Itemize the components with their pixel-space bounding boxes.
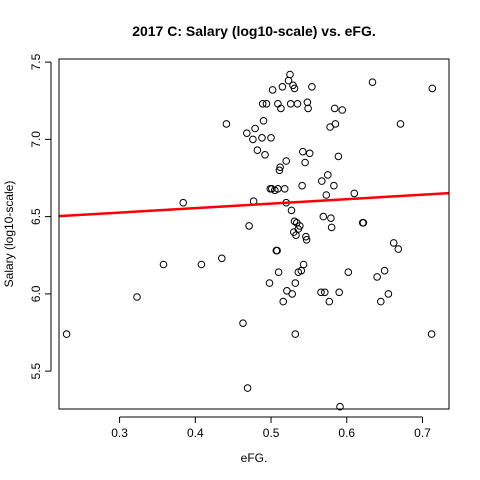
data-point [276, 163, 284, 171]
data-point [288, 290, 297, 298]
chart-title: 2017 C: Salary (log10-scale) vs. eFG. [132, 23, 376, 39]
data-point [304, 104, 312, 113]
data-point [245, 222, 253, 230]
y-tick-label: 7.5 [29, 53, 43, 70]
data-point [344, 268, 353, 277]
data-point [302, 236, 311, 244]
x-tick-label: 0.3 [111, 426, 128, 440]
data-point [384, 290, 393, 298]
data-point [249, 135, 257, 144]
data-point [317, 288, 325, 297]
y-tick-label: 7.0 [29, 131, 43, 148]
data-point [197, 260, 206, 269]
data-point [396, 120, 405, 128]
data-point [296, 222, 304, 230]
x-tick-label: 0.7 [414, 426, 431, 440]
data-point [239, 319, 247, 328]
data-point [133, 293, 141, 301]
axes: 0.3 0.4 0.5 0.6 0.7 5.5 6.0 6.5 7.0 7.5 [29, 53, 450, 440]
regression-line [58, 191, 450, 218]
data-point [389, 239, 398, 247]
data-point [159, 260, 168, 269]
data-point [274, 268, 283, 277]
data-point [62, 330, 71, 338]
y-tick-label: 5.5 [29, 362, 43, 379]
data-point [243, 129, 251, 137]
data-point [336, 402, 344, 411]
data-point [262, 100, 271, 108]
data-point [308, 83, 316, 91]
data-point [327, 223, 336, 232]
data-point [291, 330, 300, 338]
data-point [324, 171, 332, 179]
data-point [218, 254, 226, 263]
data-point [293, 100, 302, 108]
data-point [335, 288, 344, 297]
plot-area [58, 70, 450, 411]
data-point [286, 100, 295, 108]
data-point [259, 117, 268, 125]
data-point [305, 149, 314, 158]
data-point [267, 134, 275, 142]
data-point [303, 98, 312, 107]
data-point [373, 273, 381, 281]
data-point [318, 177, 326, 185]
data-point [290, 84, 299, 93]
data-point [334, 152, 343, 161]
data-point [243, 384, 252, 392]
data-point [266, 185, 275, 193]
data-point [377, 297, 385, 306]
data-point [298, 181, 306, 190]
data-point [319, 212, 328, 221]
data-point [261, 151, 269, 159]
x-tick-label: 0.4 [187, 426, 204, 440]
data-point [278, 83, 287, 91]
data-point [299, 147, 307, 156]
data-point [265, 279, 274, 287]
data-point [331, 120, 340, 128]
data-point [338, 106, 347, 114]
data-point [368, 78, 377, 86]
data-point [279, 297, 288, 306]
data-point [275, 166, 284, 175]
data-point [222, 120, 231, 128]
data-point [330, 181, 338, 190]
x-tick-label: 0.5 [263, 426, 280, 440]
x-axis-label: eFG. [241, 451, 268, 465]
data-point [394, 245, 403, 253]
data-point [350, 189, 359, 198]
data-point [427, 330, 436, 338]
data-point [380, 266, 389, 275]
x-tick-label: 0.6 [338, 426, 355, 440]
data-point [325, 297, 334, 306]
data-point [301, 158, 309, 167]
plot-frame [58, 58, 450, 410]
data-point [330, 104, 339, 113]
data-point [291, 279, 300, 287]
data-point [322, 191, 331, 199]
data-point [282, 157, 291, 165]
data-point [273, 246, 281, 255]
y-tick-label: 6.5 [29, 208, 43, 225]
data-point [258, 100, 267, 108]
y-axis-label: Salary (log10-scale) [2, 181, 16, 288]
data-point [428, 84, 437, 93]
data-point [277, 104, 285, 113]
data-point [359, 219, 368, 227]
data-point [321, 288, 329, 297]
data-point [268, 86, 277, 94]
data-point [290, 217, 299, 226]
y-tick-label: 6.0 [29, 285, 43, 302]
data-point [258, 134, 266, 142]
data-point [302, 232, 310, 241]
data-point [299, 260, 308, 269]
data-point [253, 146, 262, 154]
data-point [251, 124, 259, 133]
data-point [280, 185, 289, 193]
data-point [286, 70, 294, 79]
data-point [287, 206, 296, 215]
data-point [179, 198, 187, 207]
data-point [327, 214, 335, 222]
